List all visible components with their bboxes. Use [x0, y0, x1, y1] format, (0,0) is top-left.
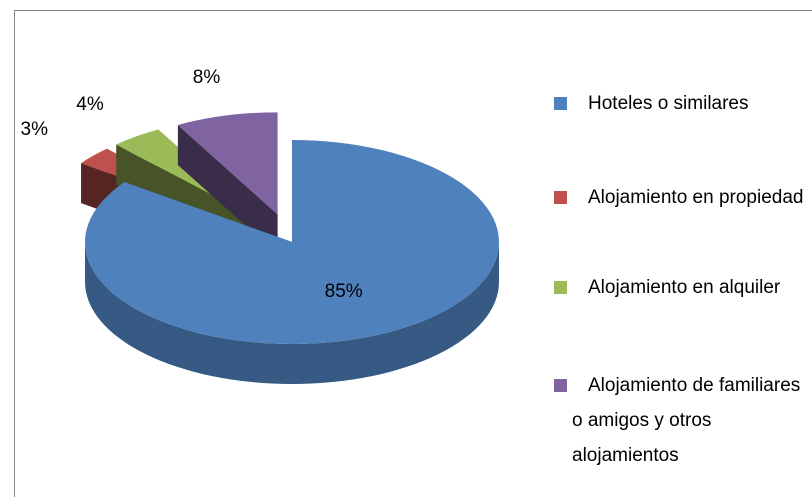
legend-swatch — [554, 97, 567, 110]
data-label: 8% — [193, 67, 221, 88]
pie-slice — [85, 140, 500, 345]
data-label: 4% — [76, 94, 104, 115]
data-label: 3% — [21, 119, 49, 140]
legend-label: Alojamiento en propiedad — [588, 187, 804, 208]
slice-side — [85, 242, 499, 384]
legend-label: Alojamiento de familiares o amigos y otr… — [572, 375, 801, 466]
legend-swatch — [554, 379, 567, 392]
legend-item: Alojamiento en alquiler — [554, 270, 807, 305]
pie-slice — [177, 112, 278, 215]
data-label: 85% — [325, 281, 363, 302]
legend-label: Alojamiento en alquiler — [588, 277, 781, 298]
legend-item: Alojamiento de familiares o amigos y otr… — [554, 368, 807, 473]
legend-swatch — [554, 191, 567, 204]
legend-swatch — [554, 281, 567, 294]
legend-item: Alojamiento en propiedad — [554, 180, 807, 215]
legend-item: Hoteles o similares — [554, 86, 807, 121]
legend-label: Hoteles o similares — [588, 93, 749, 114]
slice-cut — [177, 124, 278, 255]
